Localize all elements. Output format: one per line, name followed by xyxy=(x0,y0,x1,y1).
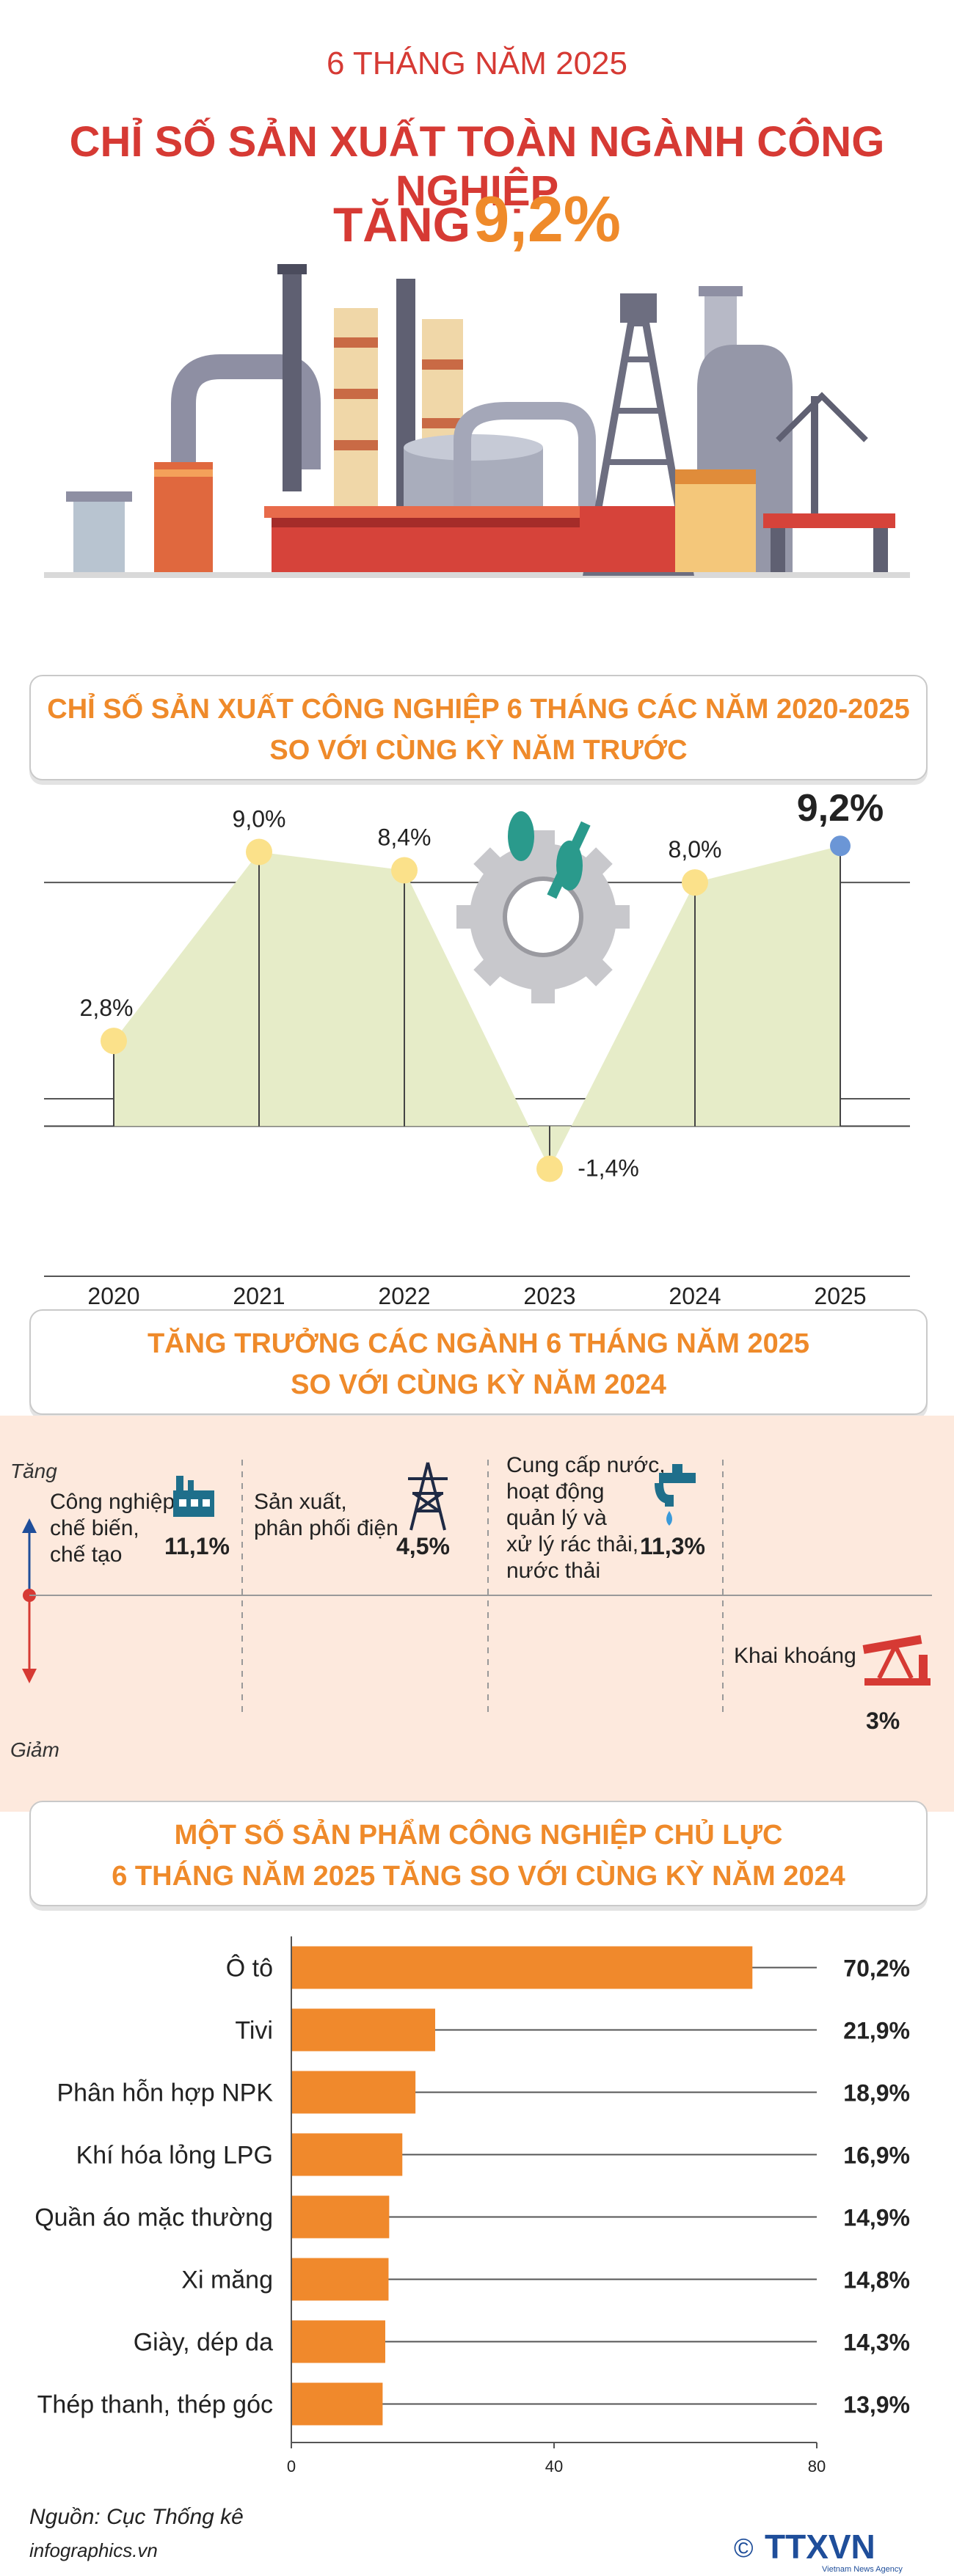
growth-up-label: Tăng xyxy=(10,1460,57,1482)
growth-value-water: 11,3% xyxy=(640,1533,705,1559)
bar-chart-value-label: 21,9% xyxy=(843,2018,910,2044)
growth-down-label: Giảm xyxy=(10,1738,59,1761)
bar-chart-value-label: 16,9% xyxy=(843,2143,910,2169)
line-chart-data-label: 8,0% xyxy=(669,836,722,863)
header-title: CHỈ SỐ SẢN XUẤT TOÀN NGÀNH CÔNG NGHIỆP xyxy=(69,118,885,215)
oil-pump-icon xyxy=(862,1635,931,1686)
bar-chart: Ô tô Tivi Phân hỗn hợp NPK Khí hóa lỏng LPG… xyxy=(34,1936,910,2472)
bar-chart-category-label: Giày, dép da xyxy=(134,2329,273,2357)
line-chart-x-tick: 2021 xyxy=(233,1283,285,1309)
water-tap-icon xyxy=(655,1464,696,1526)
bar-chart-bar xyxy=(291,2195,390,2239)
bar-chart-category-label: Quần áo mặc thường xyxy=(34,2204,273,2232)
bar-chart-x-tick: 80 xyxy=(808,2457,826,2472)
bar-chart-category-label: Khí hóa lỏng LPG xyxy=(76,2142,273,2170)
line-chart-data-label: 2,8% xyxy=(80,995,134,1021)
line-chart-data-label: 8,4% xyxy=(378,824,432,850)
section-growth-title-line1: TĂNG TRƯỞNG CÁC NGÀNH 6 THÁNG NĂM 2025 xyxy=(147,1328,810,1359)
bar-chart-bar xyxy=(291,2258,389,2301)
line-chart-data-label: -1,4% xyxy=(578,1155,639,1182)
growth-value-mining: 3% xyxy=(866,1708,900,1734)
ttxvn-logo: © TTXVN Vietnam News Agency xyxy=(734,2528,903,2574)
factory-illustration xyxy=(44,264,910,578)
bar-chart-value-label: 14,9% xyxy=(843,2205,910,2231)
growth-value-electricity: 4,5% xyxy=(396,1533,450,1559)
section-line-chart-header: CHỈ SỐ SẢN XUẤT CÔNG NGHIỆP 6 THÁNG CÁC … xyxy=(29,675,928,780)
bar-chart-bar xyxy=(291,2008,436,2052)
bar-chart-bar xyxy=(291,2382,383,2426)
bar-chart-category-label: Phân hỗn hợp NPK xyxy=(57,2079,274,2107)
bar-chart-category-label: Tivi xyxy=(235,2017,273,2045)
source-note: Nguồn: Cục Thống kê xyxy=(29,2505,244,2529)
section-growth-header: TĂNG TRƯỞNG CÁC NGÀNH 6 THÁNG NĂM 2025 S… xyxy=(29,1309,928,1415)
header-subtitle: 6 THÁNG NĂM 2025 xyxy=(326,45,627,81)
line-chart-area xyxy=(114,846,840,1169)
svg-text:TTXVN: TTXVN xyxy=(765,2528,875,2566)
line-chart-x-tick: 2025 xyxy=(814,1283,866,1309)
line-chart-data-label: 9,0% xyxy=(233,806,286,833)
bar-chart-x-tick: 0 xyxy=(287,2457,296,2472)
bar-chart-value-label: 14,8% xyxy=(843,2267,910,2294)
line-chart-point xyxy=(391,857,418,884)
growth-item-manufacturing: Công nghiệp chế biến, chế tạo xyxy=(50,1490,175,1567)
bar-chart-category-label: Ô tô xyxy=(226,1955,273,1983)
header-growth: TĂNG 9,2% xyxy=(0,182,954,257)
bar-chart-value-label: 70,2% xyxy=(843,1955,910,1982)
line-chart-point xyxy=(830,835,851,857)
section-bar-chart-title-line2: 6 THÁNG NĂM 2025 TĂNG SO VỚI CÙNG KỲ NĂM… xyxy=(112,1861,845,1892)
line-chart-point xyxy=(536,1155,563,1182)
power-tower-icon xyxy=(408,1462,448,1531)
line-chart-x-tick: 2023 xyxy=(523,1283,575,1309)
svg-text:Vietnam News Agency: Vietnam News Agency xyxy=(822,2565,903,2574)
bar-chart-value-label: 13,9% xyxy=(843,2392,910,2418)
bar-chart-bar xyxy=(291,2133,403,2176)
bar-chart-value-label: 14,3% xyxy=(843,2330,910,2356)
line-chart-point xyxy=(682,869,708,896)
section-growth-title-line2: SO VỚI CÙNG KỲ NĂM 2024 xyxy=(291,1369,666,1400)
percent-gear-icon xyxy=(456,811,630,1003)
growth-item-electricity: Sản xuất, phân phối điện xyxy=(254,1490,398,1540)
line-chart: 2,8% 9,0% 8,4% -1,4% 8,0% 9,2% 2020 2021 2022 20… xyxy=(44,787,910,1309)
header-growth-word: TĂNG xyxy=(332,197,470,252)
bar-chart-bar xyxy=(291,2320,385,2363)
section-line-chart-title-line2: SO VỚI CÙNG KỲ NĂM TRƯỚC xyxy=(269,735,688,766)
line-chart-data-label: 9,2% xyxy=(797,787,884,830)
section-bar-chart-header: MỘT SỐ SẢN PHẨM CÔNG NGHIỆP CHỦ LỰC 6 TH… xyxy=(29,1801,928,1906)
line-chart-x-tick: 2022 xyxy=(378,1283,430,1309)
line-chart-x-tick: 2024 xyxy=(669,1283,721,1309)
growth-axis xyxy=(22,1460,932,1716)
bar-chart-x-tick: 40 xyxy=(545,2457,563,2472)
section-line-chart-title-line1: CHỈ SỐ SẢN XUẤT CÔNG NGHIỆP 6 THÁNG CÁC … xyxy=(47,694,910,725)
header-growth-value: 9,2% xyxy=(473,183,621,255)
growth-item-mining: Khai khoáng xyxy=(734,1644,856,1668)
bar-chart-bar xyxy=(291,1946,753,1989)
site-link[interactable]: infographics.vn xyxy=(29,2539,158,2561)
sector-growth-panel: Tăng Giảm Công nghiệp chế biến, chế tạo … xyxy=(0,1416,954,1812)
growth-item-water: Cung cấp nước, hoạt động quản lý và xử l… xyxy=(506,1453,666,1583)
svg-text:©: © xyxy=(734,2533,754,2563)
line-chart-x-tick: 2020 xyxy=(87,1283,139,1309)
line-chart-point xyxy=(101,1028,127,1055)
growth-value-manufacturing: 11,1% xyxy=(164,1533,230,1559)
section-bar-chart-title-line1: MỘT SỐ SẢN PHẨM CÔNG NGHIỆP CHỦ LỰC xyxy=(174,1820,783,1851)
factory-icon xyxy=(173,1476,214,1517)
bar-chart-category-label: Xi măng xyxy=(181,2266,273,2294)
bar-chart-category-label: Thép thanh, thép góc xyxy=(37,2391,273,2419)
line-chart-point xyxy=(246,838,272,866)
bar-chart-value-label: 18,9% xyxy=(843,2080,910,2107)
bar-chart-bar xyxy=(291,2071,416,2114)
